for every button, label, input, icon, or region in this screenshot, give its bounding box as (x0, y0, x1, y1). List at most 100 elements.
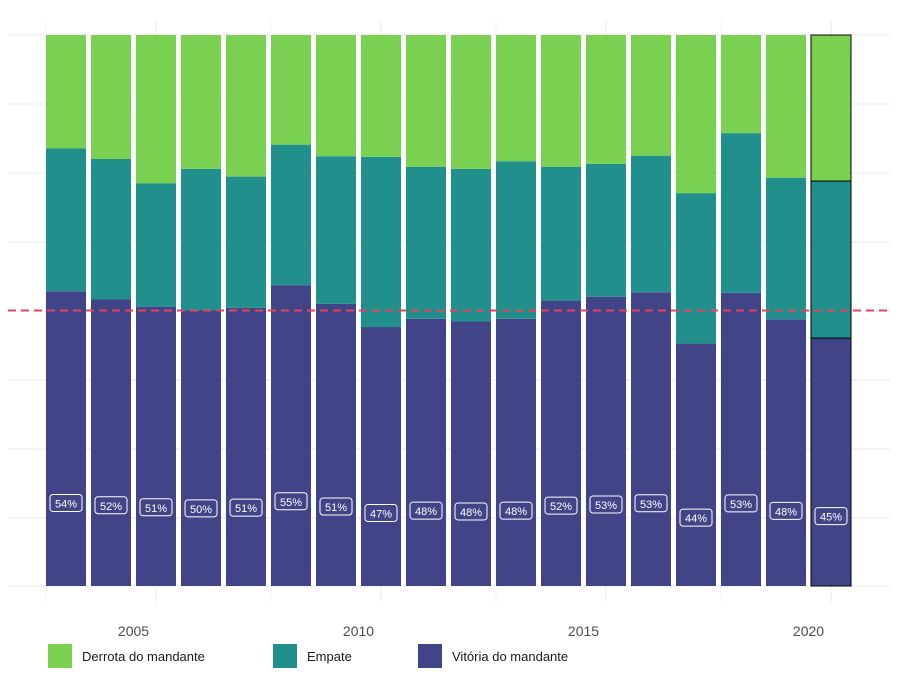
bar-2020-vit-ria-do-mandante (810, 337, 852, 587)
data-label-text-2003: 54% (55, 498, 77, 510)
bar-2016-vit-ria-do-mandante (631, 292, 671, 586)
data-label-text-2020: 45% (820, 512, 842, 524)
bar-2012-derrota-do-mandante (451, 35, 491, 169)
bar-2003-empate (46, 148, 86, 292)
data-label-box-2006 (184, 499, 218, 518)
data-label-text-2019: 48% (775, 506, 797, 518)
data-label-box-2004 (94, 496, 128, 515)
data-label-text-2013: 48% (505, 506, 527, 518)
legend-label-empate: Empate (307, 648, 352, 664)
data-label-2018: 53% (724, 494, 758, 513)
bar-2017-derrota-do-mandante (676, 35, 716, 194)
bar-2008-vit-ria-do-mandante (271, 285, 311, 586)
data-label-2006: 50% (184, 499, 218, 518)
data-label-2015: 53% (589, 495, 623, 514)
bar-2009-vit-ria-do-mandante (316, 303, 356, 586)
bar-2013-vit-ria-do-mandante (496, 318, 536, 586)
data-label-box-2014 (544, 496, 578, 515)
bar-2019-vit-ria-do-mandante (766, 319, 806, 586)
data-label-box-2017 (679, 508, 713, 527)
data-label-box-2012 (454, 502, 488, 521)
x-axis-ticks: 2005 2010 2015 2020 (118, 623, 824, 639)
data-label-box-2011 (409, 501, 443, 520)
data-label-2011: 48% (409, 501, 443, 520)
bar-2015-derrota-do-mandante (586, 35, 626, 164)
data-label-text-2007: 51% (235, 503, 257, 515)
bar-2005-vit-ria-do-mandante (136, 306, 176, 586)
bars-layer (46, 34, 852, 587)
bar-2004-derrota-do-mandante (91, 35, 131, 159)
bar-2017-vit-ria-do-mandante (676, 343, 716, 586)
bar-2014-empate (541, 166, 581, 301)
data-label-text-2006: 50% (190, 504, 212, 516)
data-label-box-2018 (724, 494, 758, 513)
data-label-2013: 48% (499, 501, 533, 520)
data-label-2008: 55% (274, 492, 308, 511)
x-tick-label-2020: 2020 (793, 623, 824, 639)
bar-2020-empate (810, 180, 852, 339)
data-label-text-2015: 53% (595, 500, 617, 512)
bar-2007-derrota-do-mandante (226, 35, 266, 177)
data-label-2004: 52% (94, 496, 128, 515)
bar-2016-empate (631, 155, 671, 293)
data-label-text-2010: 47% (370, 508, 392, 520)
bar-2013-empate (496, 161, 536, 319)
data-label-text-2011: 48% (415, 506, 437, 518)
data-label-2016: 53% (634, 494, 668, 513)
data-label-text-2018: 53% (730, 499, 752, 511)
data-label-box-2005 (139, 498, 173, 517)
bar-2009-empate (316, 156, 356, 304)
legend-label-vitoria: Vitória do mandante (452, 648, 569, 664)
legend: Derrota do mandante Empate Vitória do ma… (0, 640, 899, 680)
data-label-2019: 48% (769, 501, 803, 520)
data-label-2014: 52% (544, 496, 578, 515)
data-labels-layer: 54% 52% 51% 50% 51% 55% 51% 47% 48% 48% 48% 52% 53% 5… (49, 492, 848, 527)
bar-2006-empate (181, 168, 221, 311)
data-label-text-2008: 55% (280, 497, 302, 509)
bar-2005-empate (136, 183, 176, 307)
data-label-2007: 51% (229, 498, 263, 517)
data-label-box-2007 (229, 498, 263, 517)
data-label-box-2019 (769, 501, 803, 520)
bar-2009-derrota-do-mandante (316, 35, 356, 157)
bar-2011-vit-ria-do-mandante (406, 318, 446, 586)
data-label-text-2004: 52% (100, 501, 122, 513)
bar-2008-empate (271, 144, 311, 286)
bar-2003-derrota-do-mandante (46, 35, 86, 149)
data-label-text-2016: 53% (640, 499, 662, 511)
data-label-text-2014: 52% (550, 501, 572, 513)
data-label-box-2020 (814, 507, 848, 526)
bar-2008-derrota-do-mandante (271, 35, 311, 145)
legend-item-derrota: Derrota do mandante (48, 644, 205, 668)
bar-2010-vit-ria-do-mandante (361, 327, 401, 586)
bar-2006-vit-ria-do-mandante (181, 310, 221, 586)
legend-key-derrota (48, 644, 72, 668)
data-label-2009: 51% (319, 497, 353, 516)
bar-2010-empate (361, 156, 401, 328)
bar-2014-vit-ria-do-mandante (541, 300, 581, 586)
x-tick-label-2010: 2010 (343, 623, 374, 639)
bar-2007-vit-ria-do-mandante (226, 307, 266, 586)
data-label-box-2013 (499, 501, 533, 520)
bar-2020-derrota-do-mandante (810, 34, 852, 182)
legend-label-derrota: Derrota do mandante (82, 648, 205, 664)
bar-2003-vit-ria-do-mandante (46, 291, 86, 586)
bar-2018-empate (721, 133, 761, 293)
stacked-bar-chart: 54% 52% 51% 50% 51% 55% 51% 47% 48% 48% 48% 52% 53% 5… (8, 20, 890, 639)
legend-key-vitoria (418, 644, 442, 668)
bar-2007-empate (226, 176, 266, 308)
bar-2016-derrota-do-mandante (631, 35, 671, 156)
data-label-box-2015 (589, 495, 623, 514)
bar-2012-vit-ria-do-mandante (451, 321, 491, 586)
data-label-2010: 47% (364, 503, 398, 522)
data-label-2012: 48% (454, 502, 488, 521)
x-tick-label-2015: 2015 (568, 623, 599, 639)
bar-2010-derrota-do-mandante (361, 35, 401, 157)
bar-2015-vit-ria-do-mandante (586, 296, 626, 586)
data-label-box-2009 (319, 497, 353, 516)
bar-2006-derrota-do-mandante (181, 35, 221, 169)
legend-key-empate (273, 644, 297, 668)
data-label-text-2005: 51% (145, 503, 167, 515)
data-label-text-2017: 44% (685, 513, 707, 525)
bar-2004-vit-ria-do-mandante (91, 299, 131, 586)
